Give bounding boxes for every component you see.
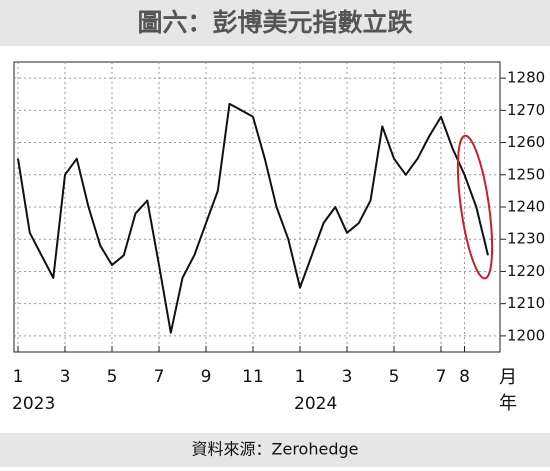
x-tick-label: 11	[242, 367, 264, 387]
plot-frame	[13, 61, 501, 353]
y-tick-label: 1220	[507, 262, 545, 280]
y-tick-label: 1250	[507, 165, 545, 183]
x-tick-label: 7	[154, 367, 165, 387]
highlight-ellipse	[456, 134, 494, 280]
x-unit: 月	[499, 367, 517, 388]
x-tick-label: 1	[295, 367, 306, 387]
source: 資料來源：Zerohedge	[192, 440, 359, 459]
x-tick-label: 5	[389, 367, 400, 387]
title-band	[0, 0, 550, 46]
year-label: 2024	[294, 394, 337, 414]
x-tick-label: 8	[459, 367, 470, 387]
y-tick-label: 1210	[507, 294, 545, 312]
year-label: 2023	[12, 394, 55, 414]
y-tick-label: 1280	[507, 69, 545, 87]
chart-title: 圖六：彭博美元指數立跌	[137, 8, 412, 37]
x-tick-label: 7	[436, 367, 447, 387]
x-tick-label: 5	[107, 367, 118, 387]
x-tick-label: 3	[60, 367, 71, 387]
x-year-unit: 年	[499, 393, 517, 414]
y-tick-label: 1200	[507, 326, 545, 344]
x-tick-label: 9	[201, 367, 212, 387]
x-tick-label: 1	[13, 367, 24, 387]
y-tick-label: 1270	[507, 101, 545, 119]
y-tick-label: 1240	[507, 198, 545, 216]
y-tick-label: 1260	[507, 133, 545, 151]
y-tick-label: 1230	[507, 230, 545, 248]
data-line	[17, 102, 489, 334]
source-band	[0, 433, 550, 467]
x-tick-label: 3	[342, 367, 353, 387]
